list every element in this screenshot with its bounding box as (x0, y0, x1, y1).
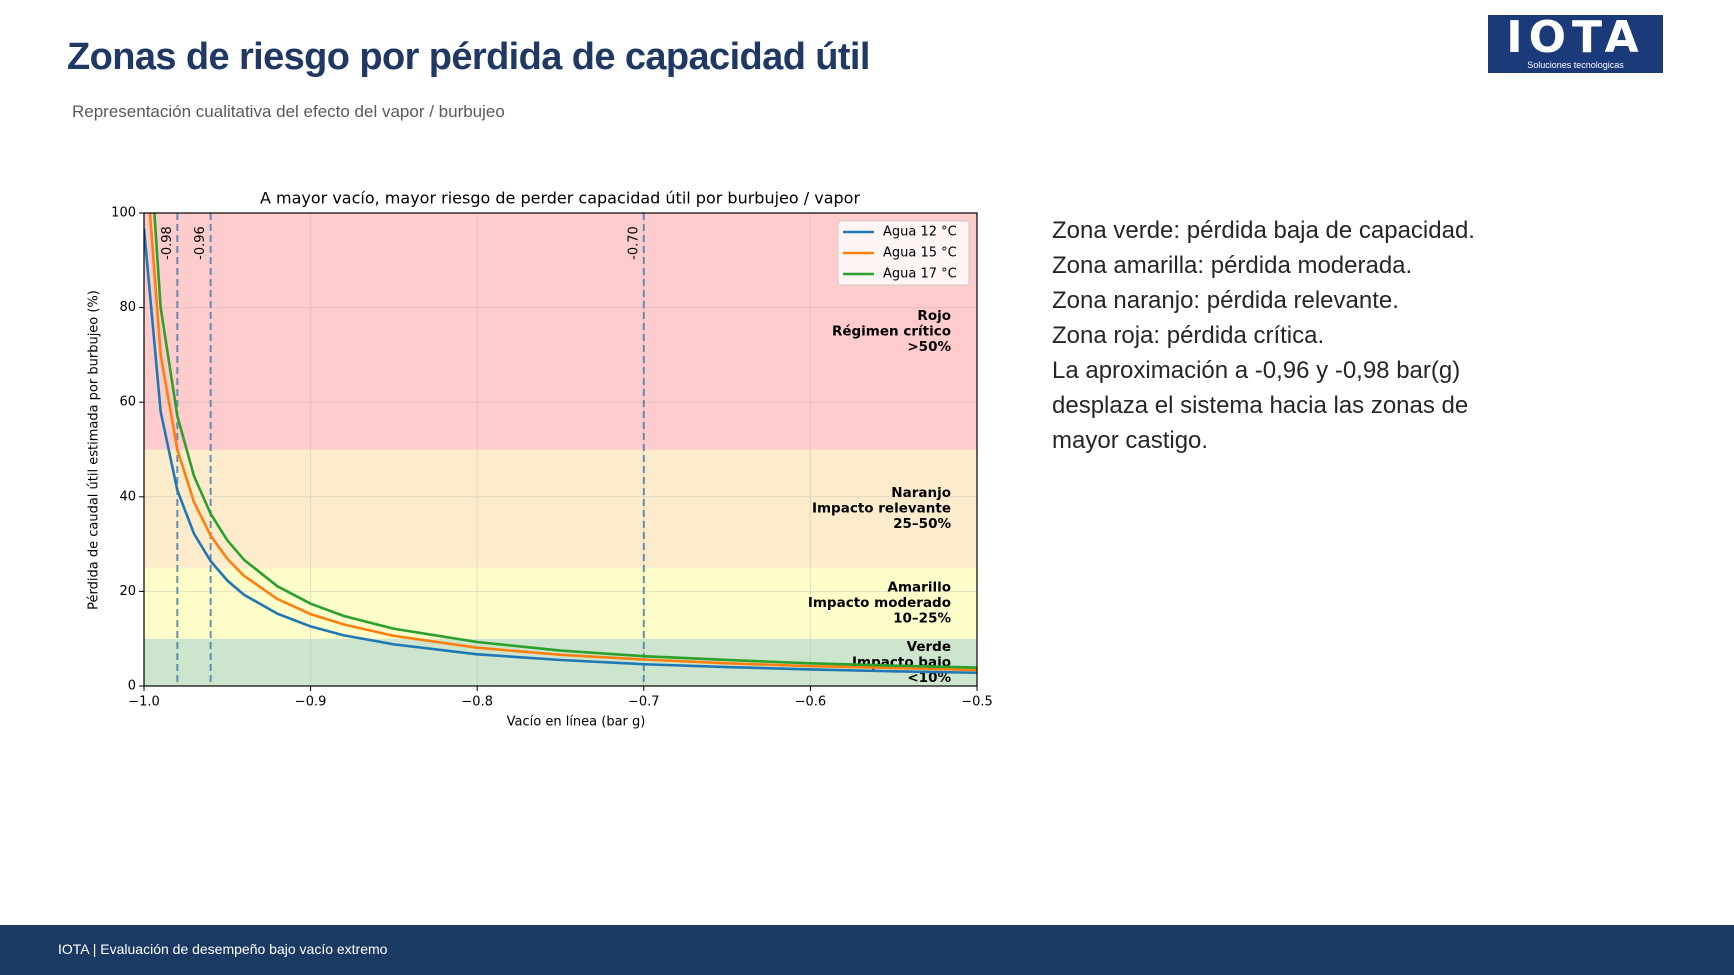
x-tick-label: −1.0 (128, 695, 160, 710)
zone-label: Verde (907, 639, 951, 655)
zone-label: Impacto relevante (812, 501, 951, 517)
chart-title: A mayor vacío, mayor riesgo de perder ca… (260, 189, 860, 208)
legend-label: Agua 17 °C (883, 267, 957, 282)
x-tick-label: −0.6 (795, 695, 827, 710)
y-tick-label: 20 (119, 584, 136, 599)
chart: A mayor vacío, mayor riesgo de perder ca… (87, 189, 993, 730)
zone-label: Naranjo (891, 485, 951, 501)
note-line: Zona amarilla: pérdida moderada. (1052, 252, 1413, 279)
note-line: La aproximación a -0,96 y -0,98 bar(g) d… (1052, 357, 1469, 454)
y-axis-label: Pérdida de caudal útil estimada por burb… (87, 290, 102, 610)
plot-frame (143, 212, 978, 687)
zone-label: Amarillo (888, 580, 951, 596)
reference-label: -0.70 (626, 226, 641, 260)
zone-label: 10–25% (893, 611, 951, 627)
reference-label: -0.98 (160, 226, 175, 260)
logo-text: IOTA (1506, 12, 1645, 63)
x-tick-label: −0.7 (628, 695, 660, 710)
logo-tagline: Soluciones tecnologicas (1527, 60, 1624, 70)
series-group (144, 213, 977, 675)
y-tick-label: 80 (119, 300, 136, 315)
x-tick-label: −0.5 (961, 695, 993, 710)
note-line: Zona naranjo: pérdida relevante. (1052, 287, 1399, 314)
zone (144, 638, 977, 686)
x-tick-label: −0.8 (461, 695, 493, 710)
y-tick-label: 60 (119, 395, 136, 410)
y-tick-label: 40 (119, 489, 136, 504)
note-line: Zona roja: pérdida crítica. (1052, 322, 1325, 349)
legend-label: Agua 15 °C (883, 246, 957, 261)
y-tick-label: 0 (128, 679, 136, 694)
slide-subtitle: Representación cualitativa del efecto de… (72, 102, 505, 121)
zone-label: 25–50% (893, 516, 951, 532)
x-tick-label: −0.9 (295, 695, 327, 710)
zone-label: Rojo (917, 308, 951, 324)
legend-box (837, 220, 970, 286)
zone-label: Régimen crítico (832, 323, 951, 339)
slide-title: Zonas de riesgo por pérdida de capacidad… (67, 36, 870, 78)
footer-text: IOTA | Evaluación de desempeño bajo vací… (58, 941, 388, 957)
footer: IOTA | Evaluación de desempeño bajo vací… (0, 925, 1734, 975)
series-line (144, 228, 977, 675)
zone-label: >50% (907, 339, 951, 355)
series-line (153, 213, 977, 669)
zone (144, 449, 977, 568)
legend-label: Agua 12 °C (883, 225, 957, 240)
x-axis-label: Vacío en línea (bar g) (507, 715, 646, 730)
logo: IOTA Soluciones tecnologicas (1488, 15, 1663, 73)
notes: Zona verde: pérdida baja de capacidad. Zo… (1052, 213, 1522, 458)
zone (144, 567, 977, 639)
zone-label: <10% (907, 670, 951, 686)
zone-label: Impacto moderado (808, 595, 951, 611)
note-line: Zona verde: pérdida baja de capacidad. (1052, 217, 1475, 244)
series-line (148, 213, 977, 672)
y-tick-label: 100 (111, 206, 136, 221)
reference-label: -0.96 (193, 226, 208, 260)
